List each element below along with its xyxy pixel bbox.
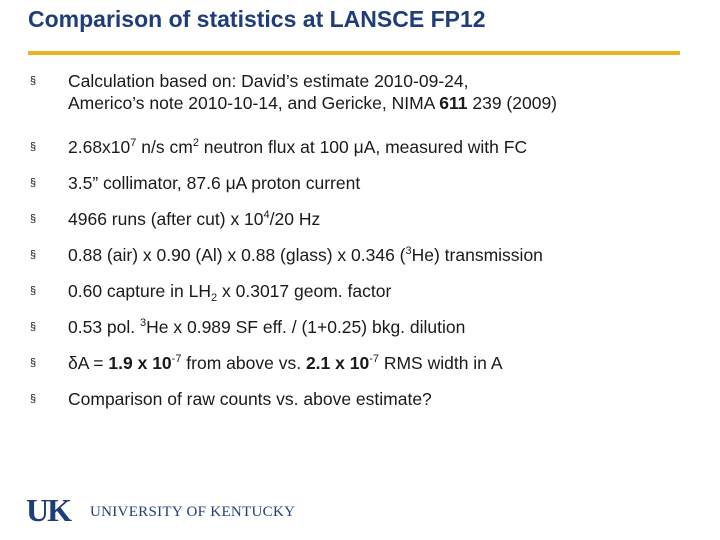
bullet-marker: § [30, 321, 37, 333]
bullet-marker: § [30, 285, 37, 297]
title-underline [28, 51, 680, 55]
uk-logo-mark: UK [26, 492, 72, 528]
university-logo: UK UNIVERSITY OF KENTUCKY [26, 492, 306, 532]
bullet-marker: § [30, 177, 37, 189]
bullet-marker: § [30, 357, 37, 369]
bullet-marker: § [30, 393, 37, 405]
bullet-line: Americo’s note 2010-10-14, and Gericke, … [68, 93, 558, 113]
slide-title: Comparison of statistics at LANSCE FP12 [28, 6, 486, 32]
bullet-marker: § [30, 249, 37, 261]
bullet-line: Calculation based on: David’s estimate 2… [68, 71, 469, 91]
bullet-marker: § [30, 75, 37, 87]
bullet-marker: § [30, 213, 37, 225]
university-name: UNIVERSITY OF KENTUCKY [90, 504, 296, 520]
bullet-marker: § [30, 141, 37, 153]
